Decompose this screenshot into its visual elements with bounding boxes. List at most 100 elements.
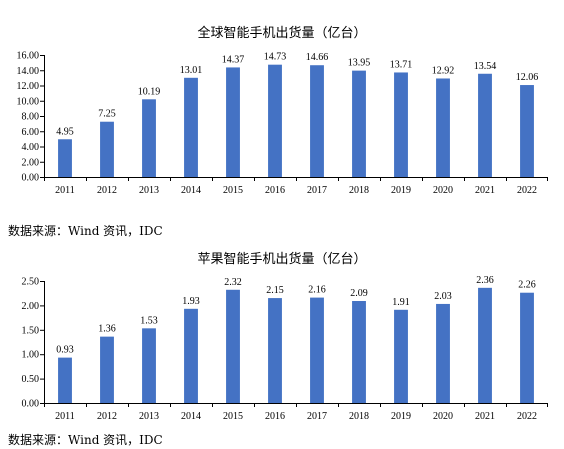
bar-2016 — [268, 298, 282, 403]
bar-2012 — [100, 121, 114, 177]
x-tick-label-2022: 2022 — [517, 185, 537, 196]
bar-2012 — [100, 336, 114, 403]
y-tick-label: 10.00 — [17, 96, 40, 107]
data-label-2015: 2.32 — [224, 277, 242, 288]
bar-2020 — [436, 303, 450, 403]
bar-2015 — [226, 67, 240, 177]
x-tick-label-2011: 2011 — [55, 411, 75, 422]
data-label-2014: 13.01 — [180, 65, 203, 76]
source-note: 数据来源：Wind 资讯，IDC — [8, 432, 163, 447]
y-tick-label: 1.50 — [22, 325, 40, 336]
bar-2015 — [226, 289, 240, 403]
x-tick-label-2016: 2016 — [265, 411, 285, 422]
x-axis-ticks: 2011 2012 2013 2014 2015 2016 2017 2018 2019 2020… — [44, 177, 548, 196]
data-label-2018: 2.09 — [350, 288, 368, 299]
bar-2022 — [520, 292, 534, 403]
bar-2017 — [310, 65, 324, 177]
x-tick-label-2019: 2019 — [391, 185, 411, 196]
data-label-2015: 14.37 — [222, 54, 245, 65]
y-tick-label: 8.00 — [22, 112, 40, 123]
data-label-2022: 2.26 — [518, 280, 536, 291]
y-tick-label: 2.00 — [22, 301, 40, 312]
chart-title: 苹果智能手机出货量（亿台） — [197, 251, 366, 267]
bar-2019 — [394, 72, 408, 177]
data-label-2014: 1.93 — [182, 296, 200, 307]
bar-2017 — [310, 297, 324, 403]
data-label-2013: 1.53 — [140, 315, 158, 326]
data-label-2012: 7.25 — [98, 109, 116, 120]
x-axis-ticks: 2011 2012 2013 2014 2015 2016 2017 2018 2019 2020… — [44, 403, 548, 422]
x-tick-label-2020: 2020 — [433, 411, 453, 422]
bar-2014 — [184, 308, 198, 403]
bar-2013 — [142, 328, 156, 403]
y-tick-label: 0.00 — [22, 173, 40, 184]
bar-2021 — [478, 287, 492, 403]
y-tick-label: 16.00 — [17, 51, 40, 62]
x-tick-label-2015: 2015 — [223, 411, 243, 422]
bar-2018 — [352, 301, 366, 403]
bar-2014 — [184, 77, 198, 177]
data-label-2011: 4.95 — [56, 126, 74, 137]
y-tick-label: 14.00 — [17, 66, 40, 77]
x-tick-label-2017: 2017 — [307, 185, 327, 196]
y-tick-label: 4.00 — [22, 142, 40, 153]
bar-2019 — [394, 309, 408, 403]
x-tick-label-2018: 2018 — [349, 185, 369, 196]
data-label-2017: 14.66 — [306, 52, 329, 63]
x-tick-label-2011: 2011 — [55, 185, 75, 196]
x-tick-label-2014: 2014 — [181, 185, 201, 196]
data-label-2020: 12.92 — [432, 65, 455, 76]
data-label-2016: 2.15 — [266, 285, 284, 296]
apple-shipments-chart: 苹果智能手机出货量（亿台） 0.93 1.36 1.53 1.93 2.32 2.15 2.… — [8, 251, 548, 447]
y-axis-ticks: 0.00 2.00 4.00 6.00 8.00 10.00 12.00 14.00 16.00 — [17, 51, 44, 184]
chart-title: 全球智能手机出货量（亿台） — [197, 25, 366, 41]
data-label-group: 4.95 7.25 10.19 13.01 14.37 14.73 14.66 13.95 13… — [56, 52, 538, 138]
bar-2020 — [436, 78, 450, 177]
data-label-2018: 13.95 — [348, 58, 371, 69]
data-label-2019: 1.91 — [392, 297, 410, 308]
x-tick-label-2012: 2012 — [97, 411, 117, 422]
source-note: 数据来源：Wind 资讯，IDC — [8, 223, 163, 238]
bar-2011 — [58, 357, 72, 403]
data-label-2019: 13.71 — [390, 59, 413, 70]
data-label-2021: 13.54 — [474, 61, 497, 72]
bar-group — [58, 64, 534, 177]
y-tick-label: 0.50 — [22, 374, 40, 385]
x-tick-label-2019: 2019 — [391, 411, 411, 422]
x-tick-label-2013: 2013 — [139, 411, 159, 422]
x-tick-label-2018: 2018 — [349, 411, 369, 422]
global-shipments-chart: 全球智能手机出货量（亿台） 4.95 7.25 10.19 13.01 14.37 14.… — [8, 25, 548, 238]
x-tick-label-2013: 2013 — [139, 185, 159, 196]
bar-2022 — [520, 85, 534, 177]
bar-2013 — [142, 99, 156, 177]
x-tick-label-2015: 2015 — [223, 185, 243, 196]
data-label-2011: 0.93 — [56, 345, 74, 356]
bar-2021 — [478, 73, 492, 177]
bar-2018 — [352, 70, 366, 177]
x-tick-label-2017: 2017 — [307, 411, 327, 422]
y-tick-label: 6.00 — [22, 127, 40, 138]
x-tick-label-2020: 2020 — [433, 185, 453, 196]
y-tick-label: 0.00 — [22, 399, 40, 410]
data-label-2017: 2.16 — [308, 285, 326, 296]
x-tick-label-2021: 2021 — [475, 185, 495, 196]
x-tick-label-2022: 2022 — [517, 411, 537, 422]
y-tick-label: 1.00 — [22, 350, 40, 361]
data-label-2022: 12.06 — [516, 72, 539, 83]
data-label-group: 0.93 1.36 1.53 1.93 2.32 2.15 2.16 2.09 1.91 2.03… — [56, 275, 536, 356]
data-label-2020: 2.03 — [434, 291, 452, 302]
bar-2016 — [268, 64, 282, 177]
y-tick-label: 12.00 — [17, 81, 40, 92]
data-label-2021: 2.36 — [476, 275, 494, 286]
bar-group — [58, 287, 534, 403]
y-axis-ticks: 0.00 0.50 1.00 1.50 2.00 2.50 — [22, 277, 44, 410]
x-tick-label-2016: 2016 — [265, 185, 285, 196]
x-tick-label-2021: 2021 — [475, 411, 495, 422]
data-label-2016: 14.73 — [264, 52, 287, 63]
y-tick-label: 2.00 — [22, 157, 40, 168]
data-label-2012: 1.36 — [98, 324, 116, 335]
x-tick-label-2014: 2014 — [181, 411, 201, 422]
x-tick-label-2012: 2012 — [97, 185, 117, 196]
y-tick-label: 2.50 — [22, 277, 40, 288]
